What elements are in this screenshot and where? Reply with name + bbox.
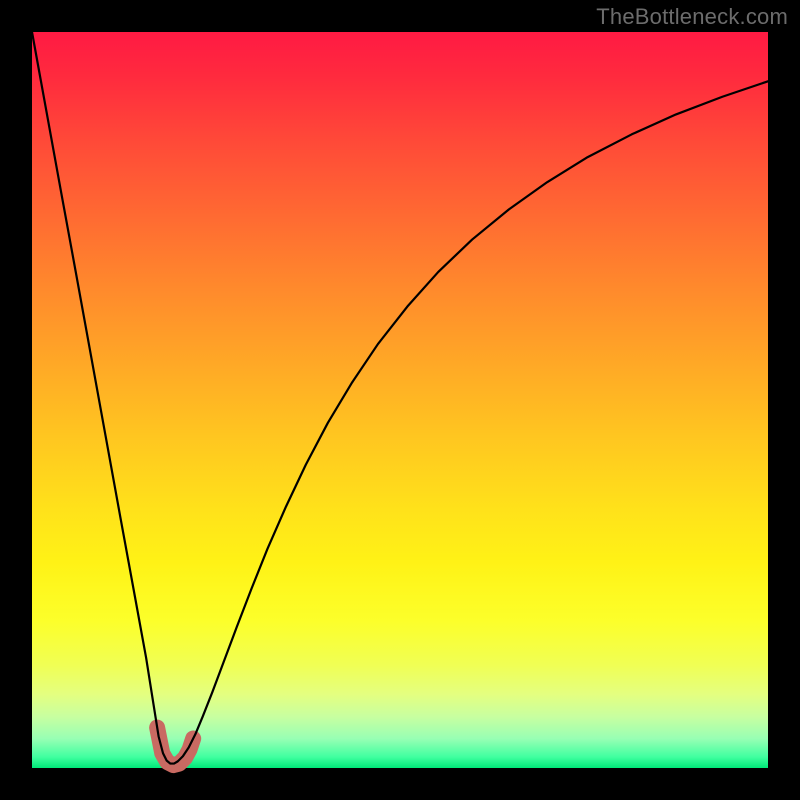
- bottleneck-chart: [0, 0, 800, 800]
- chart-container: TheBottleneck.com: [0, 0, 800, 800]
- plot-area: [32, 32, 768, 768]
